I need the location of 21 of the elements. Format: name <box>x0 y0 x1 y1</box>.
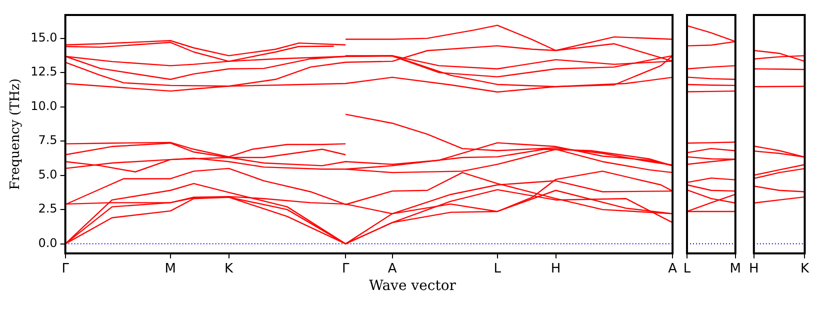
y-tick-label: 2.5 <box>38 202 58 216</box>
y-tick-label: 10.0 <box>30 98 58 113</box>
x-tick-label: A <box>388 262 397 277</box>
x-tick-label: M <box>730 262 741 277</box>
x-tick-label: K <box>224 262 234 277</box>
x-tick-label: K <box>800 262 810 277</box>
x-tick-label: L <box>683 262 692 277</box>
x-tick-label: M <box>164 262 176 277</box>
y-tick-label: 5.0 <box>38 167 58 182</box>
y-axis-title: Frequency (THz) <box>8 78 24 190</box>
x-axis-title: Wave vector <box>368 278 457 294</box>
x-tick-label: H <box>748 262 759 277</box>
x-tick-label: Γ <box>62 262 70 277</box>
x-tick-label: A <box>668 262 678 277</box>
x-tick-label: H <box>550 262 561 277</box>
y-tick-label: 12.5 <box>30 64 58 79</box>
x-tick-label: Γ <box>342 262 350 277</box>
x-tick-label: L <box>494 262 502 277</box>
y-tick-label: 0.0 <box>38 236 58 250</box>
y-tick-label: 15.0 <box>30 30 58 44</box>
y-tick-label: 7.5 <box>38 133 58 148</box>
